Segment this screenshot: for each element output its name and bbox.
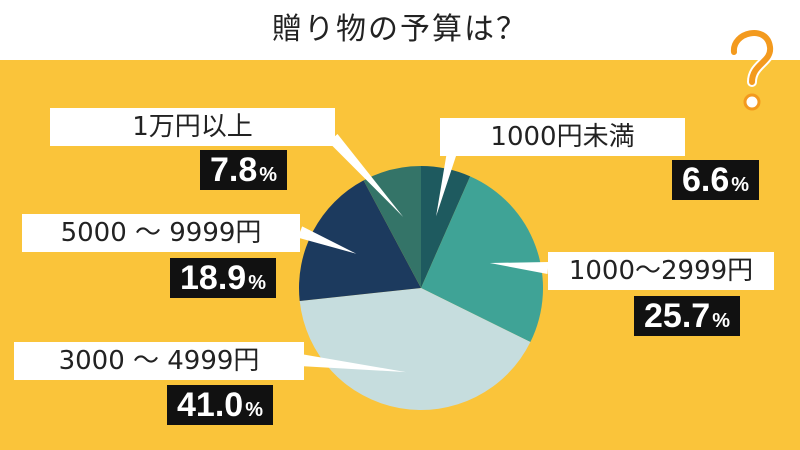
slice-label: 5000 ～ 9999円 [22,214,300,252]
slice-percent: 6.6% [672,160,760,200]
leader-line [489,262,549,274]
slice-label: 1万円以上 [50,108,335,146]
leader-line [328,134,404,217]
slice-percent: 25.7% [634,296,740,336]
pie-slice [299,288,531,410]
leader-line [436,138,461,217]
title-bar [0,0,800,60]
slice-percent: 41.0% [167,385,273,425]
pie-slice [363,166,421,288]
leader-line [297,226,357,254]
leader-line [299,354,407,373]
slice-percent: 7.8% [200,150,288,190]
pie-slice [421,176,543,343]
slice-label: 3000 ～ 4999円 [14,342,304,380]
pie-slice [421,166,471,288]
slice-label: 1000～2999円 [548,252,774,290]
slice-percent: 18.9% [170,258,276,298]
slice-label: 1000円未満 [440,118,685,156]
question-mark-icon [729,28,776,111]
pie-slice [299,180,421,302]
chart-title: 贈り物の予算は？ [272,12,528,47]
